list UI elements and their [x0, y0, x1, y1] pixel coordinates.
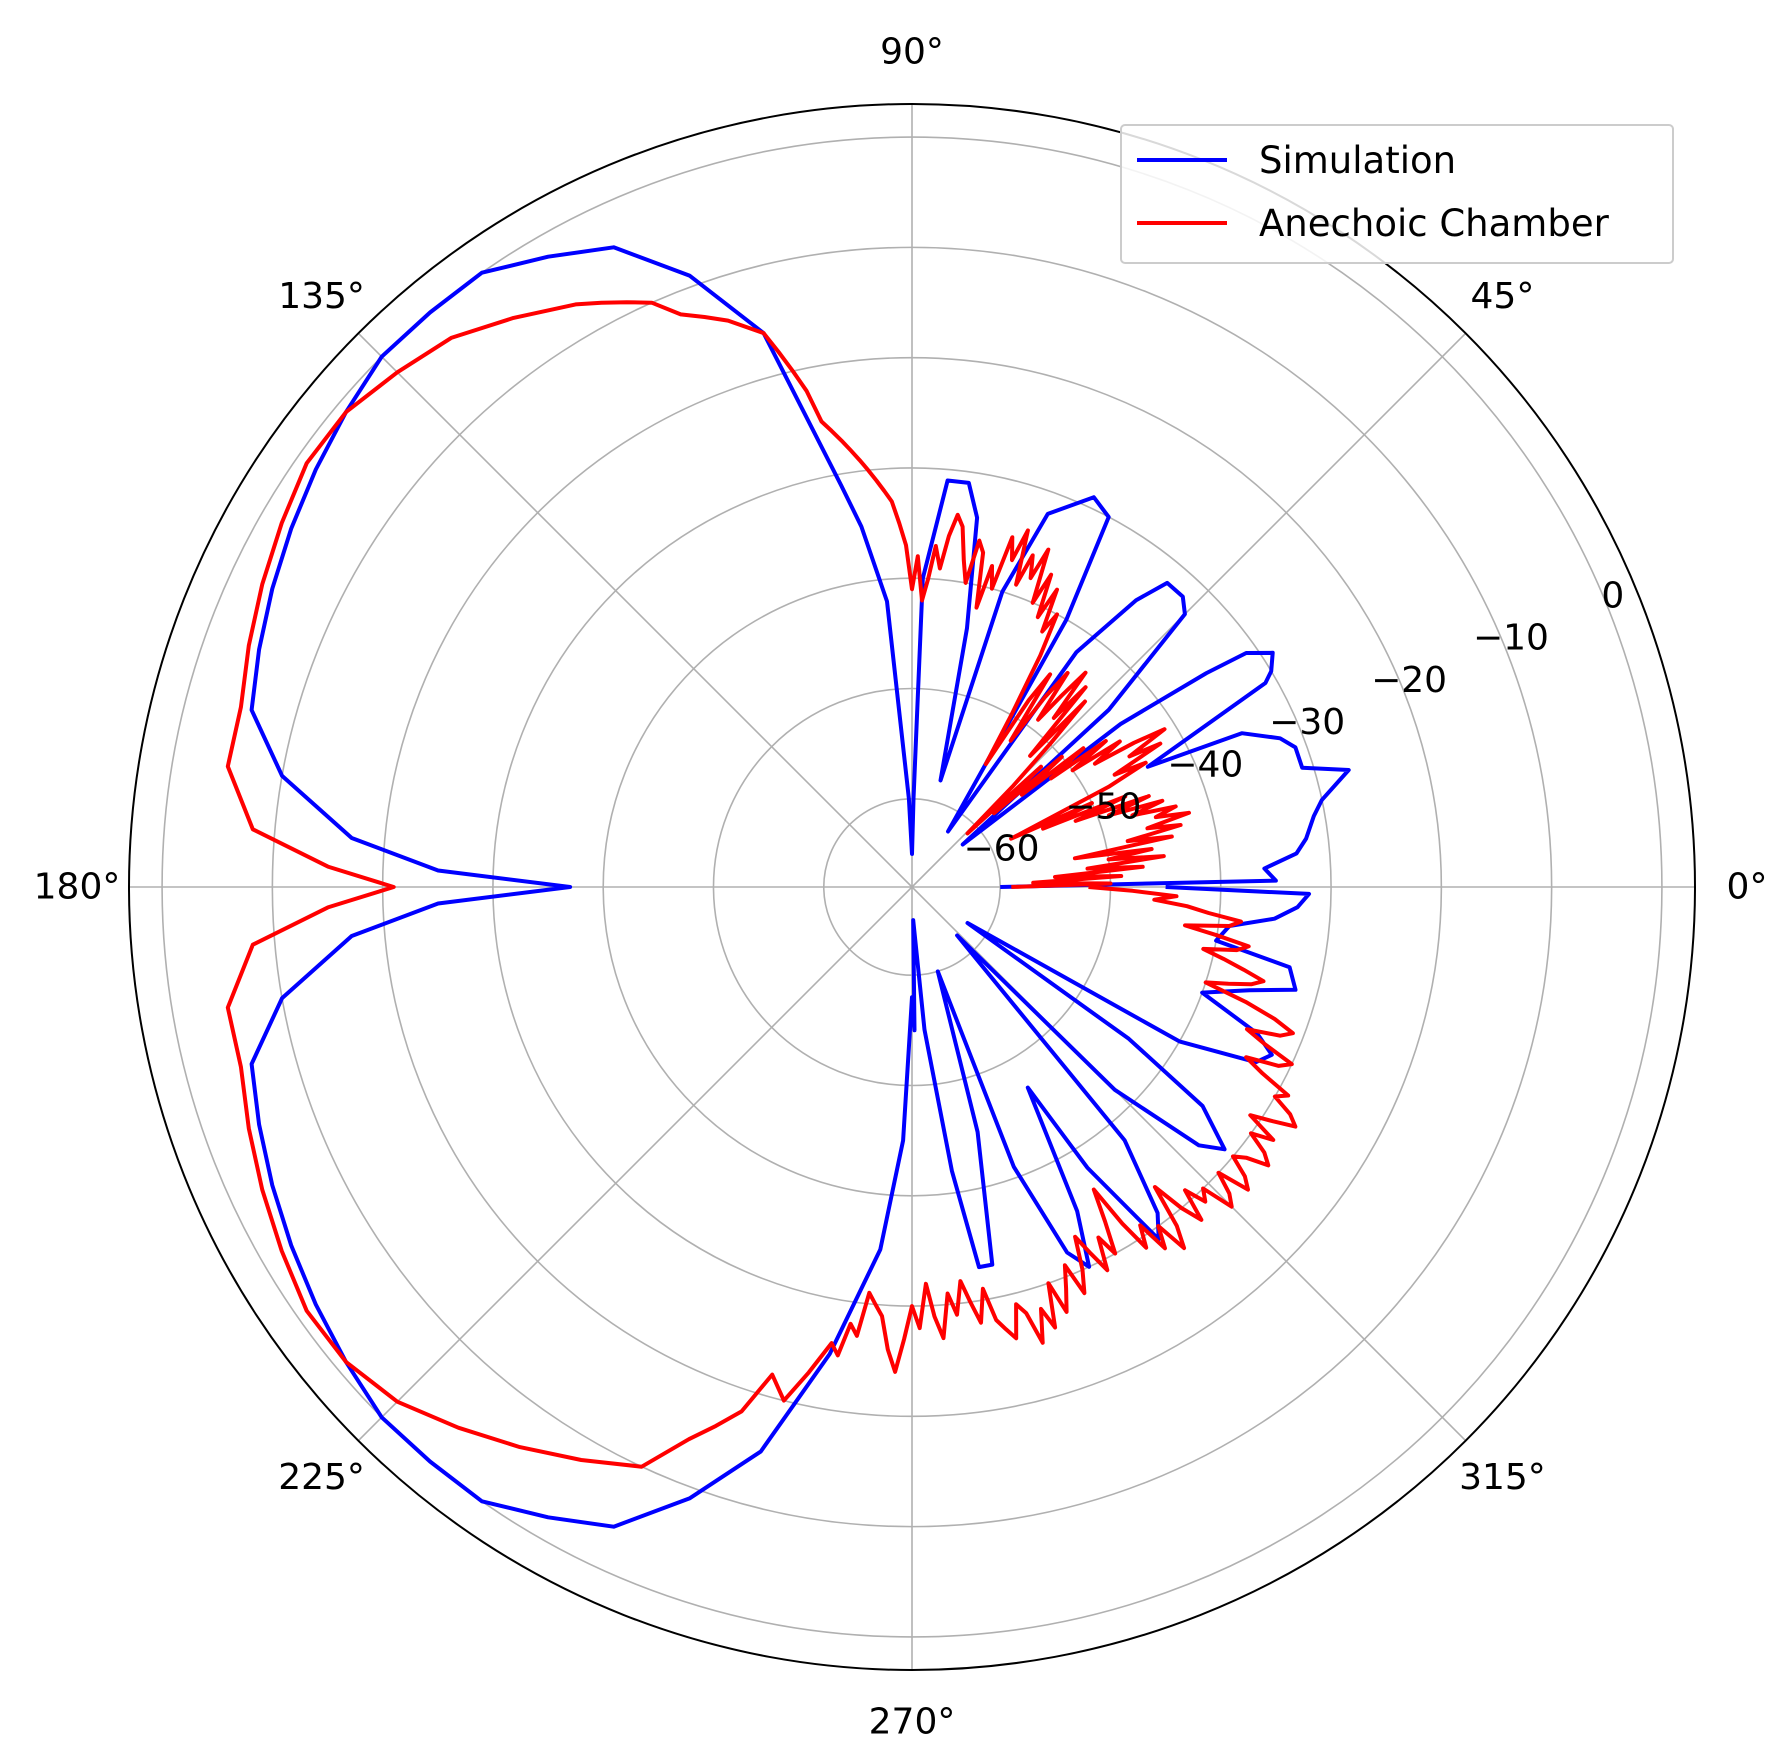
- series-layer: [225, 245, 1351, 1529]
- grid-spoke-5: [357, 886, 913, 1442]
- angle-tick-label-225: 225°: [278, 1457, 365, 1498]
- legend-label-simulation: Simulation: [1259, 139, 1456, 182]
- polar-grid: [129, 104, 1695, 1670]
- angle-tick-label-45: 45°: [1471, 276, 1535, 317]
- legend: Simulation Anechoic Chamber: [1120, 124, 1674, 264]
- angle-tick-label-135: 135°: [278, 276, 365, 317]
- angle-tick-labels: 0° 45° 90° 135° 180° 225° 270° 315°: [34, 32, 1768, 1743]
- radial-tick-label-3: −30: [1269, 702, 1345, 743]
- radial-tick-label-4: −20: [1371, 660, 1447, 701]
- angle-tick-label-90: 90°: [880, 32, 944, 73]
- legend-box: [1120, 124, 1674, 264]
- grid-spoke-3: [357, 332, 913, 888]
- radial-tick-label-0: −60: [964, 829, 1040, 870]
- series-line-anechoic-chamber: [225, 300, 1298, 1469]
- angle-tick-label-270: 270°: [869, 1702, 956, 1743]
- radial-tick-label-2: −40: [1167, 744, 1243, 785]
- radial-tick-label-5: −10: [1473, 618, 1549, 659]
- angle-tick-label-0: 0°: [1727, 867, 1768, 908]
- legend-label-anechoic-chamber: Anechoic Chamber: [1259, 202, 1610, 245]
- series-line-simulation: [249, 245, 1351, 1529]
- angle-tick-label-315: 315°: [1459, 1457, 1546, 1498]
- radial-tick-label-1: −50: [1065, 787, 1141, 828]
- radial-tick-labels: −60 −50 −40 −30 −20 −10 0: [964, 576, 1625, 870]
- polar-frame: [128, 103, 1696, 1671]
- radial-tick-label-6: 0: [1601, 576, 1624, 617]
- angle-tick-label-180: 180°: [34, 867, 121, 908]
